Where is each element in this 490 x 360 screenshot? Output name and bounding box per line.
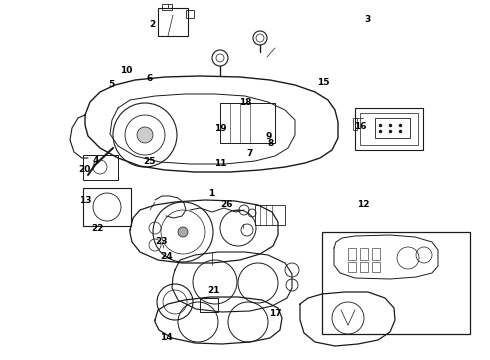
Text: 13: 13 [79, 197, 92, 205]
Text: 7: 7 [246, 148, 253, 158]
Text: 23: 23 [155, 238, 168, 247]
Text: 25: 25 [143, 157, 156, 166]
Text: 24: 24 [160, 252, 173, 261]
Text: 3: 3 [365, 15, 370, 24]
Bar [372, 248, 380, 260]
Text: 22: 22 [91, 224, 103, 233]
Text: 17: 17 [269, 309, 282, 318]
Bar [322, 232, 470, 334]
Bar [360, 262, 368, 272]
Text: 18: 18 [239, 98, 251, 107]
Bar [353, 118, 357, 130]
Text: 8: 8 [268, 139, 273, 148]
Bar [255, 205, 285, 225]
Text: 2: 2 [149, 20, 155, 29]
Bar [355, 108, 423, 150]
Text: 19: 19 [214, 124, 227, 133]
Text: 6: 6 [147, 74, 152, 83]
Bar [83, 188, 131, 226]
Text: 20: 20 [78, 165, 91, 174]
Circle shape [137, 127, 153, 143]
Bar [220, 103, 275, 143]
Bar [200, 298, 218, 312]
Bar [162, 4, 172, 10]
Bar [360, 248, 368, 260]
Text: 21: 21 [207, 287, 220, 295]
Text: 16: 16 [354, 122, 367, 131]
Bar [83, 155, 118, 180]
Text: 1: 1 [208, 189, 214, 198]
Text: 14: 14 [160, 333, 173, 342]
Circle shape [178, 227, 188, 237]
Text: 11: 11 [214, 159, 227, 168]
Bar [372, 262, 380, 272]
Text: 15: 15 [317, 78, 330, 87]
Text: 4: 4 [92, 156, 99, 165]
Bar [348, 248, 356, 260]
Text: 10: 10 [120, 66, 133, 75]
Bar [186, 10, 194, 18]
Text: 26: 26 [220, 200, 233, 209]
Bar [375, 118, 410, 138]
Bar [348, 262, 356, 272]
Bar [158, 8, 188, 36]
Text: 12: 12 [357, 200, 370, 209]
Text: 5: 5 [109, 80, 115, 89]
Bar [360, 113, 418, 145]
Text: 9: 9 [265, 132, 272, 140]
